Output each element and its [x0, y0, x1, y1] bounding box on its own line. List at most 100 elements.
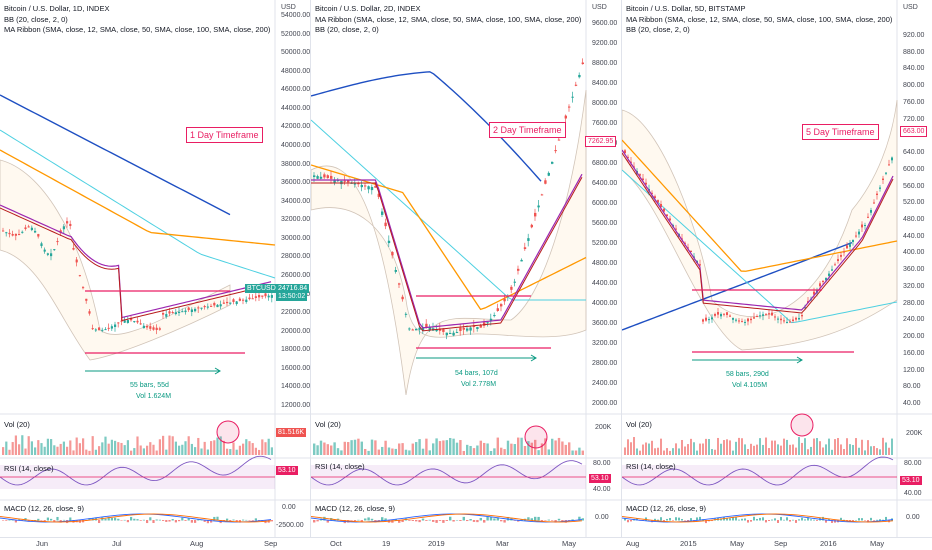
volume-bar: [885, 442, 887, 455]
timeframe-annotation[interactable]: 1 Day Timeframe: [186, 127, 263, 143]
volume-bar: [849, 444, 851, 455]
chart-canvas-1d[interactable]: [0, 0, 310, 538]
volume-bar: [343, 441, 346, 455]
indicator-ma-ribbon-label[interactable]: MA Ribbon (SMA, close, 12, SMA, close, 5…: [315, 14, 582, 24]
volume-bar: [370, 439, 374, 455]
candle-body: [216, 304, 219, 308]
date-range-bars: 55 bars, 55d: [130, 382, 169, 389]
symbol-tag: BTCUSD: [245, 284, 278, 293]
rsi-pane-label[interactable]: RSI (14, close): [4, 464, 54, 473]
date-range-volume: Vol 1.624M: [136, 393, 172, 400]
candle-body: [117, 322, 120, 324]
indicator-bb-label[interactable]: BB (20, close, 2, 0): [315, 25, 379, 34]
macd-histogram-bar: [37, 518, 40, 521]
volume-pane-label[interactable]: Vol (20): [626, 420, 652, 429]
volume-bar: [768, 448, 770, 455]
timeframe-annotation[interactable]: 2 Day Timeframe: [489, 122, 566, 138]
volume-bar: [648, 443, 650, 455]
rsi-pane-label[interactable]: RSI (14, close): [626, 462, 676, 471]
timeframe-annotation[interactable]: 5 Day Timeframe: [802, 124, 879, 140]
candle-body: [846, 245, 848, 249]
volume-bar: [696, 450, 698, 455]
chart-canvas-2d[interactable]: [311, 0, 621, 538]
indicator-ma-ribbon-label[interactable]: MA Ribbon (SMA, close, 12, SMA, close, 5…: [4, 25, 271, 34]
macd-histogram-bar: [235, 520, 238, 523]
time-axis[interactable]: Jun Jul Aug Sep Oct 19 2019 Mar May Aug …: [0, 537, 932, 550]
macd-histogram-bar: [554, 520, 557, 523]
candle-body: [8, 232, 11, 235]
volume-bar: [690, 438, 692, 455]
price-tick: 28000.00: [281, 253, 311, 261]
indicator-ma-ribbon-label[interactable]: MA Ribbon (SMA, close, 12, SMA, close, 5…: [626, 14, 893, 24]
volume-bar: [174, 441, 177, 455]
volume-bar: [117, 442, 120, 455]
candle-body: [711, 317, 713, 320]
candle-body: [364, 185, 367, 187]
volume-bar: [114, 440, 117, 455]
volume-bar: [326, 444, 329, 455]
macd-histogram-bar: [807, 517, 809, 521]
price-tick: 40.00: [903, 400, 921, 407]
volume-bar: [843, 449, 845, 455]
macd-histogram-bar: [636, 518, 638, 521]
macd-histogram-bar: [142, 519, 145, 521]
candle-body: [568, 106, 571, 108]
candle-body: [222, 302, 225, 304]
candle-body: [858, 231, 860, 235]
candle-body: [174, 312, 177, 315]
macd-pane-label[interactable]: MACD (12, 26, close, 9): [626, 504, 707, 513]
candle-body: [85, 298, 88, 301]
macd-histogram-bar: [527, 517, 530, 521]
chart-panel-5d[interactable]: Bitcoin / U.S. Dollar, 5D, BITSTAMP MA R…: [622, 0, 932, 538]
candle-body: [34, 230, 37, 233]
candle-body: [88, 311, 91, 314]
macd-histogram-bar: [813, 519, 815, 521]
macd-histogram-bar: [158, 519, 161, 521]
symbol-title[interactable]: Bitcoin / U.S. Dollar, 1D, INDEX: [4, 4, 110, 13]
indicator-bb-label[interactable]: BB (20, close, 2, 0): [4, 14, 68, 24]
macd-pane-label[interactable]: MACD (12, 26, close, 9): [4, 504, 85, 513]
volume-bar: [486, 443, 489, 455]
candle-body: [251, 298, 254, 300]
candle-body: [449, 332, 452, 334]
candle-body: [795, 317, 797, 320]
chart-canvas-5d[interactable]: [622, 0, 932, 538]
rsi-pane-label[interactable]: RSI (14, close): [315, 462, 365, 471]
volume-bar: [699, 443, 701, 455]
price-tick: 4000.00: [592, 300, 618, 307]
chart-panel-2d[interactable]: Bitcoin / U.S. Dollar, 2D, INDEX MA Ribb…: [311, 0, 622, 538]
macd-histogram-bar: [62, 519, 65, 521]
candle-body: [496, 308, 499, 311]
volume-bar: [445, 440, 448, 455]
time-tick: 19: [382, 539, 391, 548]
macd-pane-label[interactable]: MACD (12, 26, close, 9): [315, 504, 396, 513]
price-tick: 2400.00: [592, 380, 618, 387]
volume-bar: [21, 435, 24, 455]
date-range-volume: Vol 4.105M: [732, 382, 768, 389]
macd-histogram-bar: [654, 518, 656, 521]
volume-bar: [472, 448, 476, 455]
volume-bar: [408, 450, 411, 455]
volume-pane-label[interactable]: Vol (20): [315, 420, 341, 429]
volume-bar: [254, 447, 257, 455]
macd-histogram-bar: [210, 520, 213, 523]
indicator-bb-label[interactable]: BB (20, close, 2, 0): [626, 25, 690, 34]
symbol-title[interactable]: Bitcoin / U.S. Dollar, 2D, INDEX: [315, 4, 421, 13]
volume-bar: [654, 448, 656, 455]
candle-body: [891, 157, 893, 161]
candle-body: [462, 327, 465, 330]
symbol-title[interactable]: Bitcoin / U.S. Dollar, 5D, BITSTAMP: [626, 4, 746, 13]
volume-bar: [82, 438, 85, 455]
volume-bar: [66, 446, 69, 455]
volume-bar: [62, 441, 65, 455]
macd-histogram-bar: [798, 519, 800, 521]
candle-body: [564, 115, 567, 119]
volume-bar: [831, 449, 833, 455]
volume-pane-label[interactable]: Vol (20): [4, 420, 30, 429]
candle-body: [53, 249, 56, 251]
time-tick: Sep: [264, 539, 278, 548]
volume-bar: [238, 445, 241, 455]
candle-body: [120, 320, 123, 322]
chart-panel-1d[interactable]: Bitcoin / U.S. Dollar, 1D, INDEX BB (20,…: [0, 0, 311, 538]
volume-bar: [876, 448, 878, 455]
